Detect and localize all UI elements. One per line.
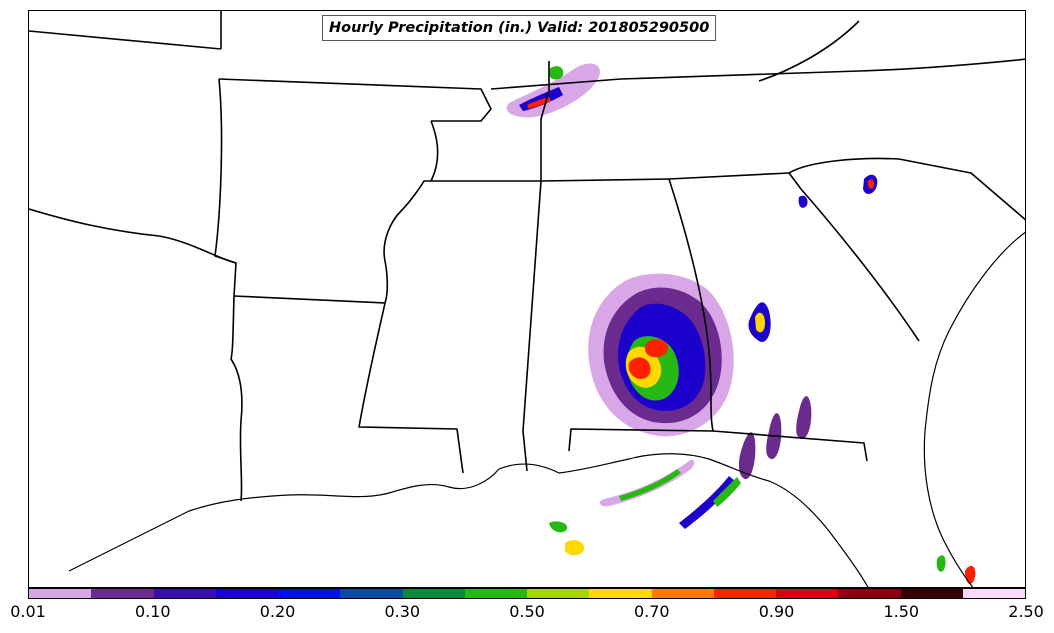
precip-cluster-east [798, 195, 808, 208]
colorbar-tick-label: 0.30 [384, 602, 421, 621]
precip-cluster-east [867, 179, 875, 189]
colorbar-tick-label: 0.01 [10, 602, 46, 621]
state-line [230, 295, 243, 502]
precip-cell-gulf [565, 540, 585, 556]
state-line [490, 58, 1025, 90]
colorbar-tick-label: 0.10 [134, 602, 171, 621]
precipitation-field [506, 63, 976, 584]
precip-spiral-band [738, 432, 756, 480]
precip-spiral-band [755, 312, 765, 333]
coast-line [923, 231, 1025, 587]
colorbar-swatch [91, 589, 154, 598]
colorbar-swatch [962, 589, 1025, 598]
colorbar-swatch [278, 589, 341, 598]
colorbar-tick-label: 0.90 [758, 602, 795, 621]
precip-spiral-band [713, 477, 741, 507]
colorbar-swatch [589, 589, 652, 598]
state-line [214, 78, 237, 297]
precip-band-red [628, 357, 651, 379]
map-title: Hourly Precipitation (in.) Valid: 201805… [322, 15, 717, 41]
state-line [758, 20, 860, 82]
colorbar-swatch [838, 589, 901, 598]
state-line [522, 180, 542, 472]
coastline [68, 231, 1025, 587]
state-line [540, 61, 550, 181]
state-line [430, 120, 439, 182]
precip-spiral-band [619, 469, 681, 501]
state-line [788, 157, 1025, 221]
precip-spiral-band [599, 459, 695, 507]
state-line [218, 78, 492, 122]
state-line [668, 172, 920, 342]
colorbar-tick-label: 0.50 [509, 602, 545, 621]
colorbar-tick-label: 1.50 [883, 602, 920, 621]
colorbar-swatch [402, 589, 465, 598]
colorbar-swatch [153, 589, 216, 598]
precip-spiral-band [796, 396, 812, 440]
precip-core-red [644, 339, 668, 358]
state-line [233, 295, 386, 304]
state-line [358, 302, 464, 474]
state-line [540, 178, 714, 452]
precip-cell-gulf [549, 521, 568, 533]
precip-cluster-north [527, 97, 551, 109]
colorbar-swatch [215, 589, 278, 598]
colorbar-swatch [527, 589, 590, 598]
colorbar-tick-label: 0.70 [633, 602, 670, 621]
precip-spiral-band [679, 476, 735, 529]
colorbar-swatch [464, 589, 527, 598]
state-line [29, 208, 237, 264]
colorbar-tick-label: 0.20 [259, 602, 296, 621]
colorbar-ticks: 0.01 0.10 0.20 0.30 0.50 0.70 0.90 1.50 2.50 [0, 600, 1054, 630]
colorbar-swatch [713, 589, 776, 598]
state-line [712, 430, 868, 462]
colorbar [28, 588, 1026, 599]
colorbar-swatch [776, 589, 839, 598]
colorbar-swatch [29, 589, 92, 598]
precip-cell-gulf [936, 555, 946, 572]
state-line [383, 180, 541, 304]
precipitation-map [29, 11, 1025, 587]
map-panel [28, 10, 1026, 588]
precip-cluster-north [549, 66, 564, 80]
state-line [29, 30, 222, 50]
colorbar-tick-label: 2.50 [1008, 602, 1044, 621]
precip-cell-gulf [965, 565, 976, 584]
state-boundaries [29, 11, 1025, 502]
colorbar-swatch [900, 589, 963, 598]
colorbar-swatch [651, 589, 714, 598]
coast-line [68, 453, 869, 587]
colorbar-swatch [340, 589, 403, 598]
